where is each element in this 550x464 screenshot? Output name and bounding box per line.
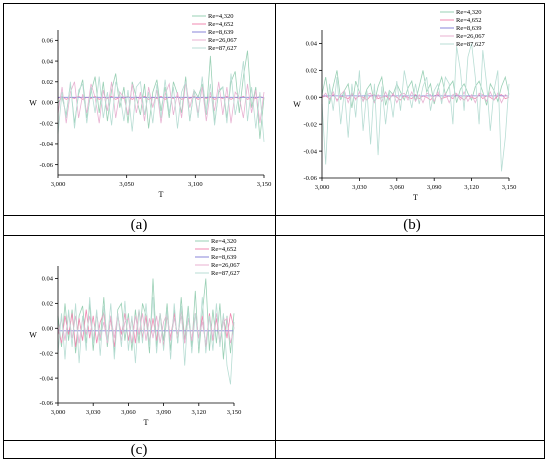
chart-a-x-axis-label: T — [159, 190, 164, 199]
chart-a-y-tick-label: 0.06 — [42, 38, 54, 45]
chart-b-x-tick-label: 3,120 — [464, 184, 479, 191]
chart-c-legend-label: Re=26,067 — [211, 262, 241, 269]
chart-c-x-tick-label: 3,000 — [51, 409, 66, 416]
chart-b-y-tick-label: 0.04 — [306, 41, 318, 48]
chart-b-legend-label: Re=26,067 — [456, 33, 486, 40]
chart-a-y-tick-label: 0.04 — [42, 58, 54, 65]
chart-a-y-tick-label: 0.00 — [42, 100, 53, 107]
chart-panel-b: 3,000 3,030 3,060 3,090 3,120 3,150 -0.06 -0.04… — [293, 9, 517, 202]
chart-c-y-tick-label: -0.06 — [39, 400, 53, 407]
chart-c-x-tick-label: 3,150 — [227, 409, 242, 416]
chart-a-legend-label: Re=26,067 — [208, 37, 238, 44]
chart-c-y-tick-label: -0.02 — [39, 350, 53, 357]
chart-c-x-tick-label: 3,120 — [191, 409, 206, 416]
chart-b-x-tick-label: 3,150 — [502, 184, 517, 191]
grid-divider-h1 — [3, 215, 545, 216]
chart-c-x-tick-label: 3,090 — [156, 409, 171, 416]
chart-c-x-axis-label: T — [144, 418, 149, 427]
chart-a-x-tick-label: 3,150 — [257, 181, 272, 188]
chart-c-y-axis-label: W — [29, 331, 37, 340]
chart-b-y-axis-label: W — [293, 100, 301, 109]
grid-divider-h3 — [3, 440, 545, 441]
chart-b-legend-label: Re=4,652 — [456, 17, 482, 24]
chart-a-x-tick-label: 3,100 — [188, 181, 203, 188]
chart-a-y-tick-label: 0.02 — [42, 79, 53, 86]
chart-b-x-tick-label: 3,060 — [389, 184, 404, 191]
chart-panel-a: 3,000 3,050 3,100 3,150 -0.06 -0.04 -0.02 0.00 0… — [29, 13, 272, 199]
chart-c-x-tick-label: 3,030 — [86, 409, 101, 416]
grid-divider-vertical — [275, 3, 276, 459]
chart-b-legend-label: Re=4,320 — [456, 9, 482, 16]
chart-c-legend-label: Re=87,627 — [211, 270, 241, 277]
chart-c-y-tick-label: 0.02 — [42, 301, 53, 308]
chart-b-legend-label: Re=87,627 — [456, 41, 486, 48]
chart-a-series-line-5 — [57, 61, 265, 142]
chart-a-y-tick-label: -0.04 — [39, 141, 53, 148]
chart-panel-c: 3,000 3,030 3,060 3,090 3,120 3,150 -0.06 -0.04… — [29, 238, 242, 427]
chart-b-y-tick-label: -0.04 — [303, 148, 317, 155]
chart-a-legend-label: Re=4,652 — [208, 21, 234, 28]
chart-b-x-tick-label: 3,000 — [315, 184, 330, 191]
chart-a-y-tick-label: -0.02 — [39, 120, 53, 127]
chart-c-y-tick-label: -0.04 — [39, 375, 53, 382]
chart-c-legend-label: Re=4,652 — [211, 246, 237, 253]
figure-grid — [3, 3, 545, 459]
chart-a-y-axis-label: W — [29, 99, 37, 108]
chart-b-x-tick-label: 3,090 — [427, 184, 442, 191]
chart-a-x-tick-label: 3,050 — [119, 181, 134, 188]
caption-a: (a) — [130, 217, 148, 233]
chart-c-series-line-5 — [57, 297, 235, 385]
caption-c: (c) — [130, 442, 148, 458]
chart-b-series-line-5 — [321, 43, 510, 172]
chart-a-x-tick-label: 3,000 — [51, 181, 66, 188]
chart-a-legend-label: Re=4,320 — [208, 13, 234, 20]
grid-divider-h2 — [3, 235, 545, 236]
chart-b-y-tick-label: 0.00 — [306, 94, 317, 101]
chart-c-y-tick-label: 0.00 — [42, 325, 53, 332]
chart-c-x-tick-label: 3,060 — [121, 409, 136, 416]
chart-b-y-tick-label: 0.02 — [306, 68, 317, 75]
chart-b-x-tick-label: 3,030 — [352, 184, 367, 191]
chart-c-legend-label: Re=8,639 — [211, 254, 237, 261]
chart-b-y-tick-label: -0.06 — [303, 175, 317, 182]
chart-a-legend-label: Re=8,639 — [208, 29, 234, 36]
chart-a-series-line-4 — [57, 81, 265, 124]
chart-a-y-tick-label: -0.06 — [39, 162, 53, 169]
chart-b-x-axis-label: T — [413, 193, 418, 202]
chart-b-y-tick-label: -0.02 — [303, 121, 317, 128]
chart-a-legend-label: Re=87,627 — [208, 45, 238, 52]
chart-c-y-tick-label: 0.04 — [42, 276, 54, 283]
chart-c-legend-label: Re=4,320 — [211, 238, 237, 245]
chart-b-legend-label: Re=8,639 — [456, 25, 482, 32]
caption-b: (b) — [403, 217, 421, 233]
